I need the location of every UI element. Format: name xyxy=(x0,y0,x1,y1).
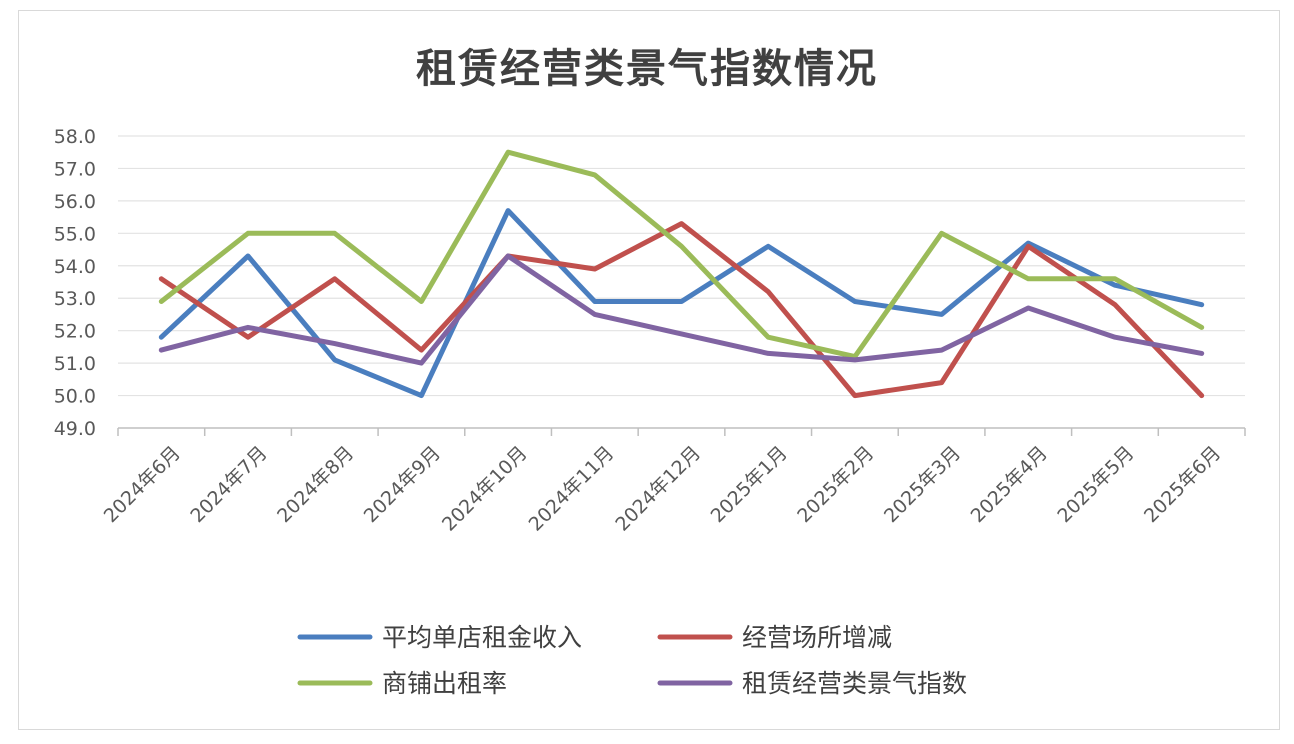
x-tick-label: 2025年2月 xyxy=(793,442,878,527)
x-tick-label: 2025年6月 xyxy=(1140,442,1225,527)
x-tick-label: 2024年11月 xyxy=(525,442,619,536)
x-tick-label: 2024年6月 xyxy=(100,442,185,527)
chart-frame xyxy=(18,10,1280,730)
y-tick-label: 49.0 xyxy=(54,418,96,440)
series-line-4 xyxy=(158,253,1205,366)
series-line-3 xyxy=(158,149,1205,360)
y-tick-label: 57.0 xyxy=(54,158,96,180)
x-tick-label: 2025年3月 xyxy=(880,442,965,527)
x-tick-label: 2025年1月 xyxy=(707,442,792,527)
x-tick-label: 2025年5月 xyxy=(1053,442,1138,527)
chart-title: 租赁经营类景气指数情况 xyxy=(416,46,878,92)
legend-label: 租赁经营类景气指数 xyxy=(742,669,967,698)
legend-label: 商铺出租率 xyxy=(382,669,507,698)
legend-label: 平均单店租金收入 xyxy=(382,623,582,652)
series-line-1 xyxy=(158,208,1205,399)
x-tick-label: 2024年9月 xyxy=(360,442,445,527)
y-tick-label: 53.0 xyxy=(54,288,96,310)
x-tick-label: 2025年4月 xyxy=(967,442,1052,527)
y-tick-label: 50.0 xyxy=(54,386,96,408)
x-tick-label: 2024年8月 xyxy=(273,442,358,527)
legend-label: 经营场所增减 xyxy=(742,623,892,652)
y-tick-label: 52.0 xyxy=(54,321,96,343)
x-tick-label: 2024年12月 xyxy=(611,442,705,536)
x-tick-label: 2024年7月 xyxy=(186,442,271,527)
y-tick-label: 56.0 xyxy=(54,191,96,213)
x-tick-label: 2024年10月 xyxy=(438,442,532,536)
y-tick-label: 58.0 xyxy=(54,126,96,148)
x-axis: 2024年6月 2024年7月 2024年8月 2024年9月2024年10月2024… xyxy=(100,427,1246,536)
y-tick-label: 51.0 xyxy=(54,353,96,375)
y-tick-label: 55.0 xyxy=(54,223,96,245)
y-axis-ticks: 49.0 50.0 51.0 52.0 53.0 54.0 55.0 56.0 57.0 58.0 xyxy=(54,126,96,440)
series-lines xyxy=(158,149,1205,399)
y-tick-label: 54.0 xyxy=(54,256,96,278)
